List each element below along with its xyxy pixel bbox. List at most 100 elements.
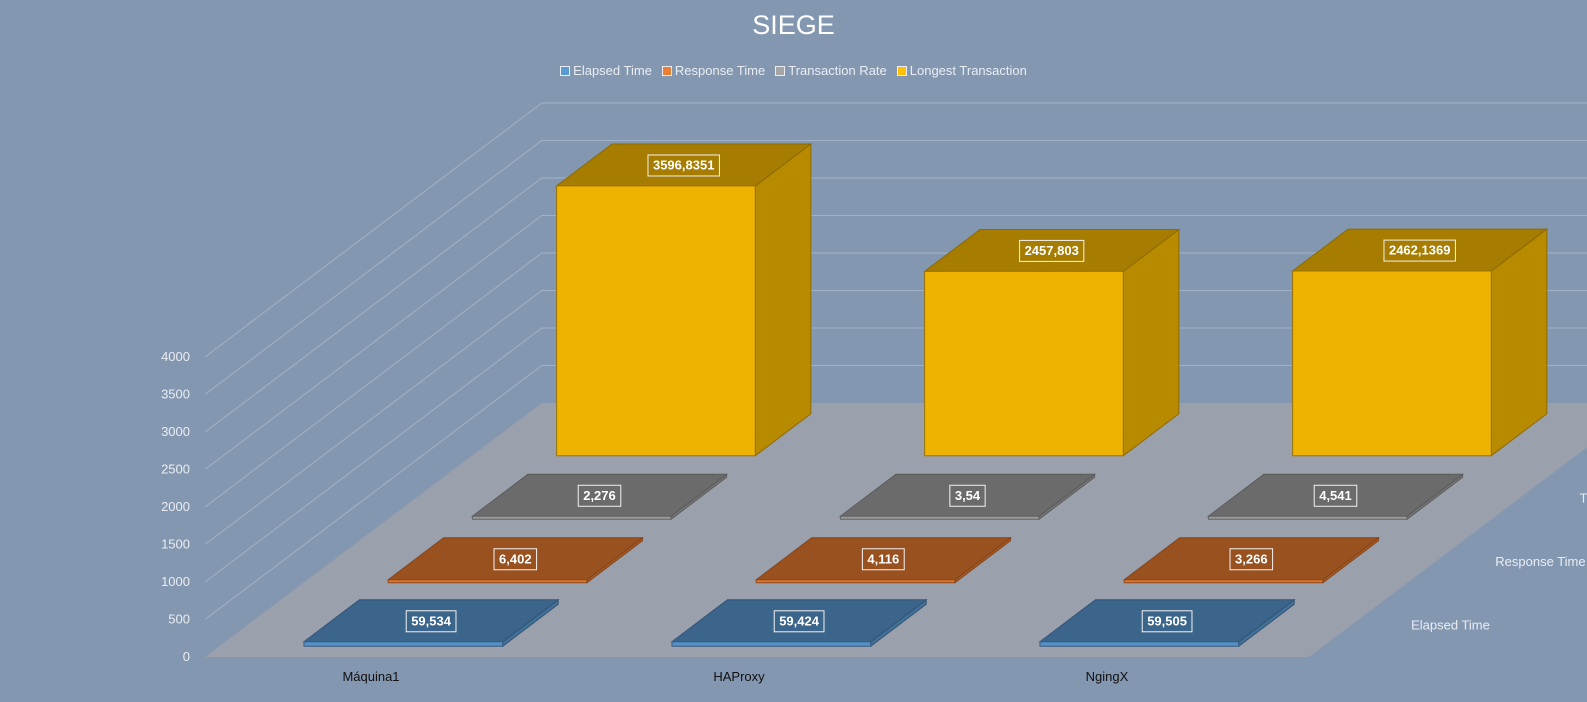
legend-item-longest-transaction: Longest Transaction xyxy=(896,63,1027,78)
data-label-box: 4,116 xyxy=(861,548,905,571)
bar-front xyxy=(755,579,956,584)
data-label: 59,424 xyxy=(779,613,820,628)
y-tick-label: 2500 xyxy=(161,462,190,477)
bar-transaction-rate-haproxy xyxy=(838,473,1097,521)
bar-front xyxy=(1292,270,1492,457)
y-tick-label: 2000 xyxy=(161,499,190,514)
data-label-box: 4,541 xyxy=(1313,484,1358,507)
legend-item-transaction-rate: Transaction Rate xyxy=(775,63,887,78)
data-label: 4,541 xyxy=(1319,488,1352,503)
legend-swatch xyxy=(560,65,571,76)
bar-front xyxy=(471,515,672,520)
bar-elapsed-time-ngingx xyxy=(1038,598,1296,648)
data-labels: 3596,8351 2457,803 2462,1369 2,276 3,54 4,541… xyxy=(405,154,1456,633)
bar-response-time-ngingx xyxy=(1122,536,1380,584)
category-label: Máquina1 xyxy=(342,669,399,684)
data-label: 6,402 xyxy=(499,551,532,566)
bar-front xyxy=(303,641,504,647)
data-label-box: 59,505 xyxy=(1141,610,1193,633)
bar-longest-transaction-maquina1 xyxy=(555,142,813,457)
side-wall-gridline xyxy=(204,215,543,470)
floor xyxy=(205,403,1587,657)
data-label-box: 3,54 xyxy=(949,484,986,507)
y-axis: 0 500 1000 1500 2000 2500 3000 3500 4000 xyxy=(161,349,190,664)
side-wall-gridline xyxy=(204,365,543,620)
category-label: HAProxy xyxy=(713,669,765,684)
bar-front xyxy=(1207,515,1408,520)
bar-front xyxy=(1123,579,1324,584)
y-tick-label: 1000 xyxy=(161,574,190,589)
data-label: 3,266 xyxy=(1235,551,1268,566)
legend-swatch xyxy=(896,65,907,76)
data-label-border xyxy=(773,610,825,633)
bar-side xyxy=(754,142,812,457)
series-depth-label: Response Time xyxy=(1495,554,1585,569)
legend-label: Elapsed Time xyxy=(573,63,652,78)
bar-elapsed-time-maquina1 xyxy=(302,598,560,648)
data-label-box: 59,424 xyxy=(773,610,825,633)
side-wall-gridline xyxy=(204,140,543,395)
data-label-box: 3596,8351 xyxy=(647,154,720,177)
y-tick-label: 3500 xyxy=(161,387,190,402)
series-depth-label: Elapsed Time xyxy=(1411,617,1490,632)
chart-title: SIEGE xyxy=(752,10,835,40)
side-wall-gridline xyxy=(204,290,543,545)
y-tick-label: 0 xyxy=(183,649,190,664)
bar-transaction-rate-ngingx xyxy=(1206,473,1465,521)
side-wall-gridline xyxy=(204,177,543,433)
bar-front xyxy=(671,641,872,647)
bar-front xyxy=(924,270,1124,457)
y-tick-label: 500 xyxy=(168,612,190,627)
legend-label: Longest Transaction xyxy=(909,63,1027,78)
data-label-border xyxy=(1383,239,1456,262)
data-label-border xyxy=(577,484,622,507)
data-label-box: 2457,803 xyxy=(1019,239,1085,262)
bars xyxy=(302,142,1549,648)
data-label-border xyxy=(861,548,905,571)
data-label-box: 2462,1369 xyxy=(1383,239,1456,262)
bar-response-time-haproxy xyxy=(754,536,1012,584)
data-label-box: 59,534 xyxy=(405,610,457,633)
side-wall-gridline xyxy=(204,327,543,583)
legend-swatch xyxy=(661,65,672,76)
legend-label: Response Time xyxy=(674,63,766,78)
y-tick-label: 1500 xyxy=(161,537,190,552)
bar-front xyxy=(1039,641,1240,647)
x-axis: Máquina1 HAProxy NgingX xyxy=(342,669,1128,684)
side-wall-gridline xyxy=(204,252,543,508)
bar-front xyxy=(839,515,1040,520)
bar-transaction-rate-maquina1 xyxy=(470,473,729,521)
category-label: NgingX xyxy=(1086,669,1129,684)
data-label: 3596,8351 xyxy=(653,157,714,172)
bar-front xyxy=(387,579,588,584)
bar-longest-transaction-ngingx xyxy=(1291,228,1549,457)
series-depth-label: Transaction Rate xyxy=(1580,490,1587,505)
data-label-border xyxy=(1019,239,1085,262)
legend-swatch xyxy=(775,65,786,76)
data-label-box: 3,266 xyxy=(1229,548,1274,571)
data-label: 59,505 xyxy=(1147,613,1187,628)
data-label-border xyxy=(1141,610,1193,633)
data-label-border xyxy=(1229,548,1274,571)
bar-response-time-maquina1 xyxy=(386,536,644,584)
side-wall-gridline xyxy=(204,102,543,358)
data-label: 59,534 xyxy=(411,613,452,628)
data-label-border xyxy=(405,610,457,633)
bar-longest-transaction-haproxy xyxy=(923,228,1181,457)
data-label: 2457,803 xyxy=(1025,243,1079,258)
depth-axis: Elapsed Time Response Time Transaction Rat… xyxy=(1411,490,1587,632)
y-tick-label: 3000 xyxy=(161,424,190,439)
data-label-border xyxy=(949,484,986,507)
legend-label: Transaction Rate xyxy=(788,63,887,78)
data-label-box: 6,402 xyxy=(493,548,538,571)
bar-elapsed-time-haproxy xyxy=(670,598,928,648)
data-label-border xyxy=(493,548,538,571)
data-label-border xyxy=(647,154,720,177)
legend-item-elapsed-time: Elapsed Time xyxy=(560,63,652,78)
legend: Elapsed Time Response Time Transaction Rat… xyxy=(0,63,1587,78)
data-label: 4,116 xyxy=(867,551,899,566)
legend-item-response-time: Response Time xyxy=(661,63,766,78)
data-label: 2462,1369 xyxy=(1389,243,1450,258)
